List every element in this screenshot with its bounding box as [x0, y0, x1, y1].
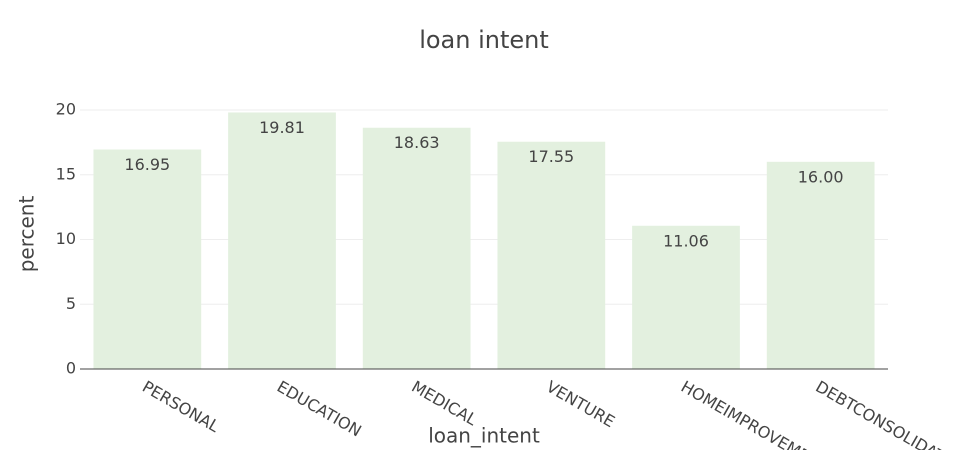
value-label: 16.95	[124, 155, 170, 174]
x-axis-title: loan_intent	[428, 424, 540, 448]
value-label: 18.63	[394, 133, 440, 152]
chart-title: loan intent	[419, 26, 549, 54]
value-label: 19.81	[259, 118, 305, 137]
y-tick-label: 20	[56, 100, 76, 119]
bar	[497, 141, 606, 369]
x-tick-label: PERSONAL	[139, 377, 223, 436]
bar	[93, 149, 202, 369]
x-tick-label: MEDICAL	[408, 377, 480, 429]
bar	[766, 161, 875, 369]
x-tick-label: VENTURE	[543, 377, 618, 431]
y-tick-label: 5	[66, 294, 76, 313]
value-label: 16.00	[798, 167, 844, 186]
bar	[362, 127, 471, 369]
y-tick-label: 15	[56, 164, 76, 183]
value-label: 17.55	[528, 147, 574, 166]
bar	[632, 225, 740, 369]
x-tick-label: EDUCATION	[274, 377, 365, 440]
x-tick-label: HOMEIMPROVEMENT	[678, 377, 832, 450]
bar	[228, 112, 336, 370]
value-label: 11.06	[663, 231, 709, 250]
y-tick-label: 10	[56, 229, 76, 248]
y-tick-label: 0	[66, 359, 76, 378]
x-tick-label: DEBTCONSOLIDATION	[812, 377, 968, 450]
y-axis-title: percent	[15, 196, 39, 273]
